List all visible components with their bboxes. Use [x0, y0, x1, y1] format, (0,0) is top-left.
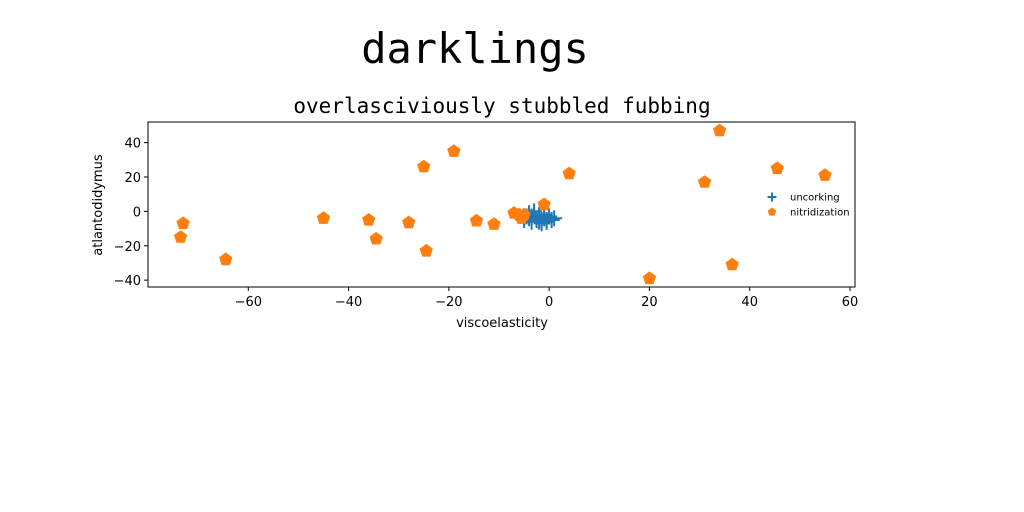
chart-title: overlasciviously stubbled fubbing — [293, 94, 710, 118]
x-tick-label: 0 — [545, 295, 553, 310]
data-point-uncorking — [546, 210, 563, 227]
data-point-nitridization — [469, 213, 484, 227]
data-point-nitridization — [517, 207, 531, 221]
data-point-nitridization — [818, 168, 832, 181]
x-tick-label: −60 — [235, 295, 262, 310]
x-tick-label: −40 — [335, 295, 362, 310]
data-point-nitridization — [362, 213, 376, 226]
y-tick-label: −40 — [114, 274, 141, 289]
x-tick-label: −20 — [435, 295, 462, 310]
data-point-nitridization — [770, 161, 784, 175]
data-points — [173, 123, 832, 285]
data-point-nitridization — [487, 217, 501, 230]
x-tick-label: 20 — [641, 295, 658, 310]
data-point-uncorking — [538, 213, 555, 230]
y-tick-label: 20 — [124, 171, 141, 186]
legend-marker-nitridization — [767, 207, 777, 216]
legend-label: uncorking — [790, 193, 840, 204]
data-point-nitridization — [419, 243, 433, 257]
y-tick-label: 40 — [124, 137, 141, 152]
data-point-nitridization — [369, 231, 383, 245]
data-point-nitridization — [713, 123, 727, 137]
data-point-nitridization — [697, 175, 712, 188]
data-point-uncorking — [531, 206, 548, 223]
data-point-nitridization — [417, 159, 431, 173]
data-point-nitridization — [173, 230, 188, 243]
data-point-nitridization — [642, 271, 657, 285]
data-point-nitridization — [725, 257, 739, 271]
data-point-nitridization — [176, 216, 190, 230]
data-point-nitridization — [402, 215, 416, 229]
data-point-nitridization — [316, 211, 331, 224]
figure-suptitle: darklings — [361, 24, 589, 73]
y-tick-label: −20 — [114, 240, 141, 255]
y-axis: −40 −20 0 20 40 — [114, 137, 148, 289]
data-point-nitridization — [537, 197, 551, 211]
y-tick-label: 0 — [133, 205, 141, 220]
x-axis: −60 −40 −20 0 20 40 60 — [235, 287, 859, 310]
legend: uncorking nitridization — [767, 192, 850, 219]
data-point-nitridization — [447, 144, 461, 157]
data-point-nitridization — [219, 252, 233, 266]
x-tick-label: 60 — [842, 295, 859, 310]
y-axis-label: atlantodidymus — [91, 154, 106, 256]
x-tick-label: 40 — [741, 295, 758, 310]
data-point-nitridization — [562, 166, 576, 180]
x-axis-label: viscoelasticity — [456, 316, 548, 331]
plot-area-frame — [147, 121, 856, 288]
legend-marker-uncorking — [767, 192, 777, 202]
legend-label: nitridization — [790, 208, 850, 219]
